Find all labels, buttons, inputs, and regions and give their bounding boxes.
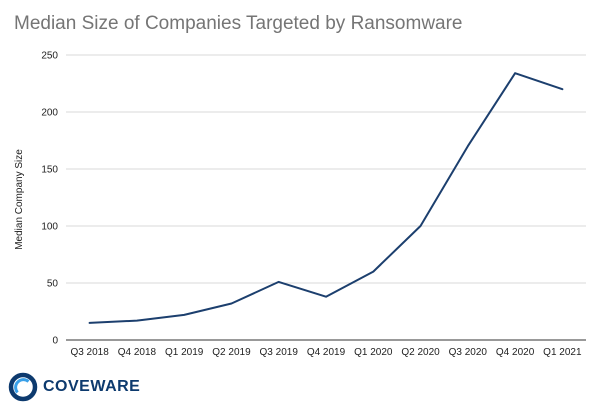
x-tick-label: Q4 2020 [496, 347, 535, 358]
chart-title: Median Size of Companies Targeted by Ran… [14, 13, 463, 34]
y-tick-label: 100 [41, 222, 58, 233]
x-tick-label: Q2 2020 [401, 347, 440, 358]
y-tick-label: 50 [47, 279, 59, 290]
x-tick-label: Q4 2019 [307, 347, 346, 358]
y-tick-label: 150 [41, 165, 58, 176]
x-tick-label: Q3 2018 [70, 347, 109, 358]
x-axis-ticks: Q3 2018 Q4 2018 Q1 2019 Q2 2019 Q3 2019 Q4 20… [70, 347, 582, 358]
y-axis-title: Median Company Size [14, 149, 25, 250]
x-tick-label: Q3 2019 [260, 347, 299, 358]
gridlines [66, 54, 586, 341]
x-tick-label: Q2 2019 [212, 347, 251, 358]
series-group [88, 72, 564, 324]
coveware-logo-icon [8, 372, 38, 402]
x-tick-label: Q4 2018 [118, 347, 157, 358]
y-tick-label: 0 [52, 336, 58, 347]
series-line [88, 72, 564, 324]
y-axis-ticks: 0 50 100 150 200 250 [41, 51, 58, 347]
x-tick-label: Q1 2020 [354, 347, 393, 358]
y-tick-label: 200 [41, 108, 58, 119]
y-tick-label: 250 [41, 51, 58, 62]
logo-text: COVEWARE [43, 378, 141, 395]
x-tick-label: Q1 2019 [165, 347, 204, 358]
x-tick-label: Q1 2021 [543, 347, 582, 358]
coveware-logo: COVEWARE [8, 372, 140, 402]
x-tick-label: Q3 2020 [449, 347, 488, 358]
